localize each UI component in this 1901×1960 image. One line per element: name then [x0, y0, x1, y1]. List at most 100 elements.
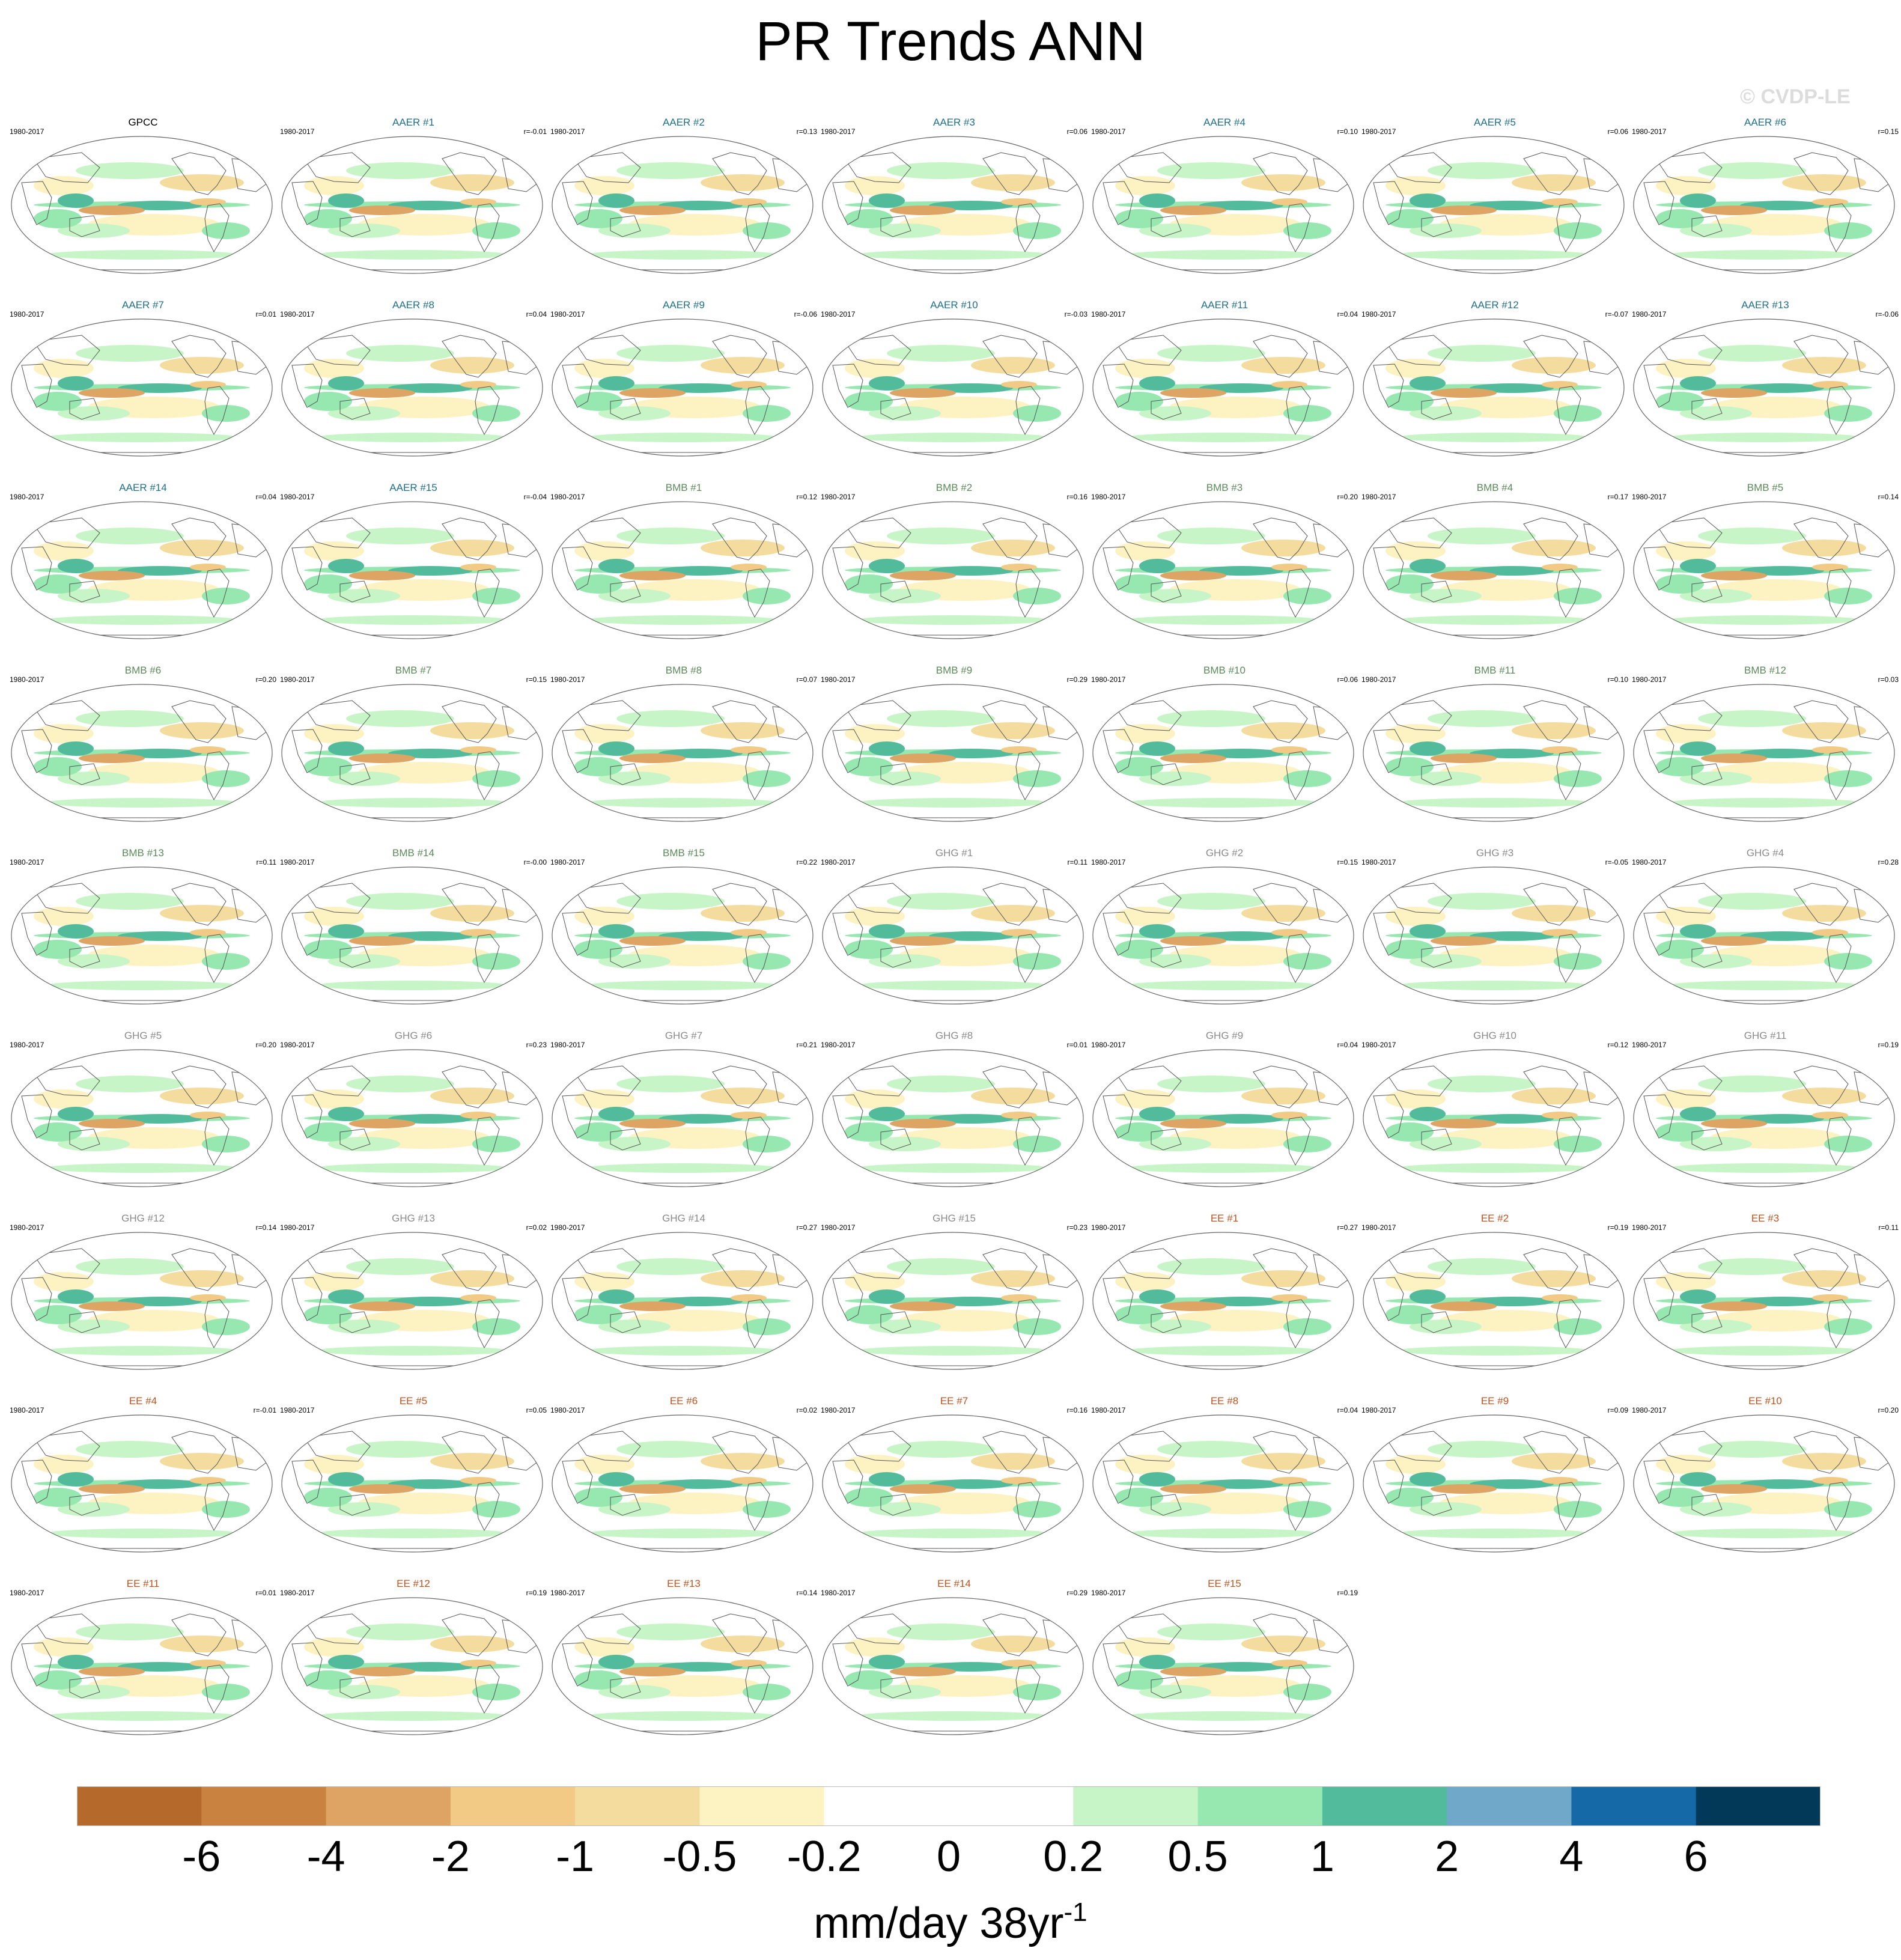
- world-map: [11, 136, 273, 274]
- panel-title: AAER #2: [663, 117, 705, 128]
- world-map: [281, 1049, 543, 1187]
- world-map: [1092, 1049, 1354, 1187]
- units-label: mm/day 38yr: [814, 1899, 1064, 1947]
- panel-title: AAER #4: [1203, 117, 1246, 128]
- world-map: [822, 1597, 1084, 1735]
- panel-correlation: r=0.19: [1337, 1589, 1358, 1597]
- panel-title: GHG #11: [1744, 1030, 1787, 1041]
- panel-period: 1980-2017: [1361, 1406, 1396, 1414]
- panel-title: EE #7: [940, 1395, 969, 1407]
- panel-correlation: r=0.07: [796, 675, 817, 684]
- world-map: [1092, 1414, 1354, 1553]
- panel-period: 1980-2017: [1091, 127, 1126, 136]
- world-map: [1092, 501, 1354, 639]
- map-panel: AAER #4 1980-2017 r=0.10: [1091, 117, 1358, 278]
- world-map: [1633, 501, 1895, 639]
- panel-correlation: r=0.23: [526, 1041, 547, 1049]
- colorbar-swatch: [1322, 1786, 1447, 1826]
- map-panel: EE #8 1980-2017 r=0.04: [1091, 1395, 1358, 1556]
- panel-title: BMB #8: [665, 665, 702, 676]
- panel-title: EE #13: [667, 1578, 701, 1589]
- panel-title: EE #11: [126, 1578, 160, 1589]
- world-map: [552, 684, 814, 822]
- world-map: [552, 1232, 814, 1370]
- panel-title: EE #5: [399, 1395, 428, 1407]
- panel-correlation: r=0.19: [1607, 1223, 1628, 1232]
- panel-correlation: r=0.22: [796, 858, 817, 866]
- colorbar-swatch: [450, 1786, 576, 1826]
- world-map: [11, 866, 273, 1005]
- panel-title: AAER #7: [122, 299, 164, 311]
- panel-correlation: r=0.14: [255, 1223, 276, 1232]
- panel-period: 1980-2017: [821, 858, 856, 866]
- world-map: [822, 318, 1084, 457]
- map-panel: EE #11 1980-2017 r=0.01: [10, 1578, 276, 1739]
- panel-correlation: r=0.19: [1878, 1041, 1899, 1049]
- panel-correlation: r=0.13: [796, 127, 817, 136]
- panel-period: 1980-2017: [280, 310, 315, 318]
- panel-correlation: r=0.27: [1337, 1223, 1358, 1232]
- map-panel: AAER #7 1980-2017 r=0.01: [10, 299, 276, 460]
- map-panel: BMB #11 1980-2017 r=0.10: [1361, 665, 1628, 826]
- panel-period: 1980-2017: [280, 858, 315, 866]
- panel-title: BMB #13: [122, 847, 164, 859]
- map-panel: GHG #9 1980-2017 r=0.04: [1091, 1030, 1358, 1191]
- panel-correlation: r=0.06: [1066, 127, 1087, 136]
- panel-period: 1980-2017: [10, 310, 44, 318]
- world-map: [281, 684, 543, 822]
- panel-title: GHG #10: [1473, 1030, 1516, 1041]
- panel-period: 1980-2017: [1632, 1406, 1667, 1414]
- colorbar-swatch: [575, 1786, 700, 1826]
- panel-period: 1980-2017: [1632, 675, 1667, 684]
- world-map: [1633, 866, 1895, 1005]
- panel-title: BMB #15: [663, 847, 705, 859]
- panel-period: 1980-2017: [10, 493, 44, 501]
- world-map: [1363, 1232, 1625, 1370]
- panel-correlation: r=0.15: [1878, 127, 1899, 136]
- panel-correlation: r=0.20: [1878, 1406, 1899, 1414]
- map-panel: GPCC 1980-2017: [10, 117, 276, 278]
- colorbar-tick-label: -0.5: [662, 1833, 737, 1881]
- map-panel: GHG #13 1980-2017 r=0.02: [280, 1213, 547, 1374]
- map-panel: GHG #4 1980-2017 r=0.28: [1632, 847, 1899, 1008]
- world-map: [281, 1232, 543, 1370]
- panel-title: BMB #1: [665, 482, 702, 493]
- panel-period: 1980-2017: [1632, 493, 1667, 501]
- panel-period: 1980-2017: [1632, 858, 1667, 866]
- panel-period: 1980-2017: [1632, 1223, 1667, 1232]
- panel-correlation: r=0.10: [1607, 675, 1628, 684]
- world-map: [822, 684, 1084, 822]
- panel-title: EE #10: [1748, 1395, 1782, 1407]
- panel-title: GHG #3: [1476, 847, 1514, 859]
- panel-correlation: r=0.27: [796, 1223, 817, 1232]
- panel-correlation: r=0.05: [526, 1406, 547, 1414]
- map-panel: AAER #2 1980-2017 r=0.13: [550, 117, 817, 278]
- colorbar-units: mm/day 38yr-1: [0, 1885, 1901, 1950]
- panel-title: GHG #12: [121, 1213, 165, 1224]
- panel-title: EE #9: [1480, 1395, 1509, 1407]
- panel-title: EE #15: [1208, 1578, 1241, 1589]
- panel-title: AAER #13: [1741, 299, 1789, 311]
- panel-title: GHG #14: [662, 1213, 705, 1224]
- panel-title: BMB #7: [395, 665, 432, 676]
- map-panel: GHG #15 1980-2017 r=0.23: [821, 1213, 1087, 1374]
- world-map: [1363, 501, 1625, 639]
- panel-correlation: r=0.11: [1067, 858, 1087, 866]
- map-panel: EE #10 1980-2017 r=0.20: [1632, 1395, 1899, 1556]
- map-panel: AAER #8 1980-2017 r=0.04: [280, 299, 547, 460]
- map-panel: AAER #14 1980-2017 r=0.04: [10, 482, 276, 643]
- panel-period: 1980-2017: [10, 858, 44, 866]
- panel-period: 1980-2017: [821, 675, 856, 684]
- panel-title: BMB #6: [124, 665, 162, 676]
- map-panel: BMB #15 1980-2017 r=0.22: [550, 847, 817, 1008]
- panel-period: 1980-2017: [821, 1041, 856, 1049]
- map-panel: BMB #12 1980-2017 r=0.03: [1632, 665, 1899, 826]
- world-map: [552, 501, 814, 639]
- panel-period: 1980-2017: [550, 675, 585, 684]
- panel-correlation: r=0.09: [1607, 1406, 1628, 1414]
- panel-period: 1980-2017: [1091, 1406, 1126, 1414]
- panel-correlation: r=-0.01: [253, 1406, 276, 1414]
- colorbar-swatch: [949, 1786, 1074, 1826]
- panel-period: 1980-2017: [10, 675, 44, 684]
- panel-correlation: r=0.04: [255, 493, 276, 501]
